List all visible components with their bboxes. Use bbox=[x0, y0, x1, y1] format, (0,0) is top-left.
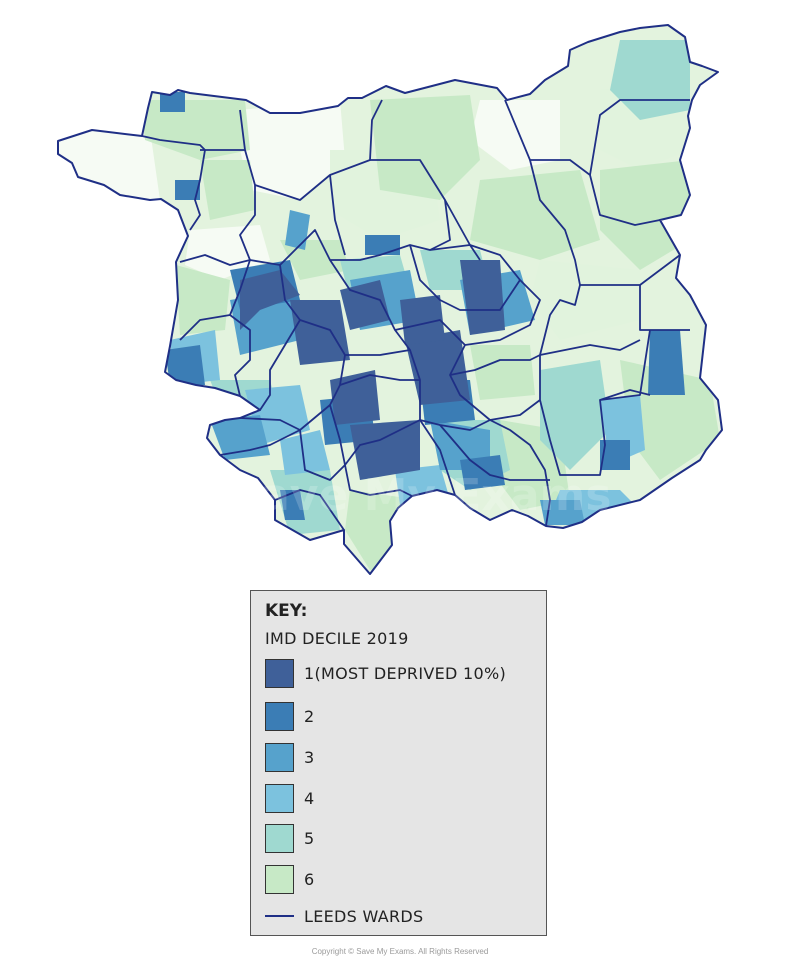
leeds-imd-map: Save My Exams bbox=[57, 24, 723, 575]
area-decile-6 bbox=[200, 160, 255, 220]
area-decile-8 bbox=[470, 100, 560, 170]
swatch-decile-3 bbox=[265, 742, 294, 772]
key-subtitle: IMD DECILE 2019 bbox=[265, 629, 409, 648]
key-label-decile-6: 6 bbox=[304, 869, 315, 889]
area-decile-3 bbox=[540, 500, 585, 525]
area-decile-1 bbox=[400, 295, 445, 345]
area-decile-6 bbox=[140, 100, 250, 160]
swatch-decile-4 bbox=[265, 783, 294, 813]
area-decile-2 bbox=[648, 330, 685, 395]
area-decile-4 bbox=[280, 430, 330, 475]
key-label-decile-4: 4 bbox=[304, 788, 315, 808]
key-item-wards: LEEDS WARDS bbox=[265, 901, 423, 931]
area-decile-2 bbox=[165, 345, 205, 385]
watermark-text: Save My Exams bbox=[228, 470, 611, 521]
area-decile-6 bbox=[600, 160, 690, 270]
area-decile-2 bbox=[175, 180, 200, 200]
copyright-text: Copyright © Save My Exams. All Rights Re… bbox=[311, 947, 489, 956]
area-decile-6 bbox=[470, 345, 535, 400]
area-decile-3 bbox=[430, 420, 490, 470]
key-label-decile-1: 1(MOST DEPRIVED 10%) bbox=[304, 663, 507, 683]
swatch-decile-2 bbox=[265, 701, 294, 731]
key-item-decile-5: 5 bbox=[265, 823, 314, 853]
key-item-decile-4: 4 bbox=[265, 783, 314, 813]
area-decile-1 bbox=[405, 330, 470, 405]
key-item-decile-6: 6 bbox=[265, 864, 314, 894]
area-decile-1 bbox=[350, 420, 420, 480]
key-item-decile-2: 2 bbox=[265, 701, 314, 731]
area-decile-5 bbox=[540, 360, 610, 470]
key-title: KEY: bbox=[265, 601, 308, 621]
area-decile-8 bbox=[58, 130, 160, 200]
swatch-decile-1 bbox=[265, 658, 294, 688]
map-key: KEY: IMD DECILE 2019 1(MOST DEPRIVED 10%… bbox=[250, 590, 547, 936]
key-label-decile-3: 3 bbox=[304, 747, 315, 767]
key-label-wards: LEEDS WARDS bbox=[304, 906, 424, 926]
area-decile-2 bbox=[600, 440, 630, 470]
area-decile-6 bbox=[370, 95, 480, 200]
key-label-decile-2: 2 bbox=[304, 706, 315, 726]
area-decile-2 bbox=[280, 490, 305, 520]
deprivation-areas bbox=[58, 40, 720, 570]
key-item-decile-3: 3 bbox=[265, 742, 314, 772]
area-decile-2 bbox=[365, 235, 400, 255]
swatch-decile-5 bbox=[265, 823, 294, 853]
key-item-decile-1: 1(MOST DEPRIVED 10%) bbox=[265, 658, 506, 688]
area-decile-6 bbox=[280, 240, 350, 280]
key-label-decile-5: 5 bbox=[304, 828, 315, 848]
area-decile-7 bbox=[530, 260, 640, 340]
area-decile-1 bbox=[460, 260, 505, 335]
area-decile-1 bbox=[340, 280, 390, 330]
area-decile-1 bbox=[290, 300, 350, 365]
leeds-ward-boundaries bbox=[57, 24, 723, 575]
area-decile-1 bbox=[240, 270, 300, 330]
ward-line-symbol bbox=[265, 915, 294, 917]
area-decile-2 bbox=[460, 455, 505, 490]
area-decile-8 bbox=[240, 100, 345, 200]
area-decile-2 bbox=[160, 92, 185, 112]
swatch-decile-6 bbox=[265, 864, 294, 894]
